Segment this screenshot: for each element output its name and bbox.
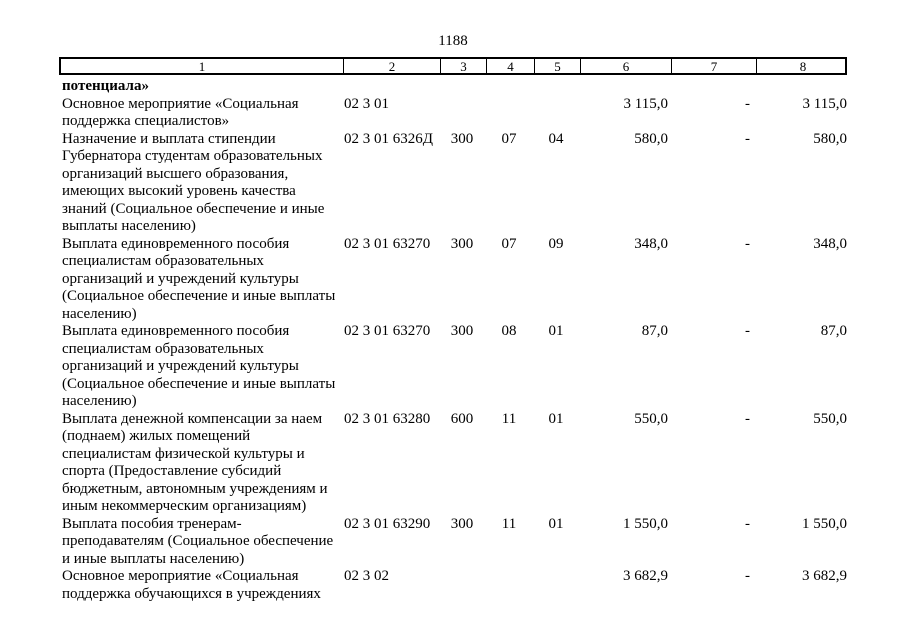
row-expense-type: 300	[450, 235, 474, 252]
table-row: Выплата единовременного пособия специали…	[59, 236, 847, 324]
row-name: Назначение и выплата стипендии Губернато…	[62, 130, 325, 235]
row-subsection: 01	[548, 515, 564, 532]
row-expense-type	[439, 78, 485, 96]
column-header-4: 4	[487, 59, 535, 73]
row-subsection: 01	[548, 410, 564, 427]
row-amount-total: 3 682,9	[623, 568, 668, 584]
row-name: Основное мероприятие «Социальная поддерж…	[62, 95, 299, 130]
table-row: Выплата единовременного пособия специали…	[59, 323, 847, 411]
row-name: Выплата денежной компенсации за наем (по…	[62, 410, 328, 515]
row-name: потенциала»	[62, 78, 149, 94]
row-subsection: 04	[548, 130, 564, 147]
table-row: Назначение и выплата стипендии Губернато…	[59, 131, 847, 236]
row-code: 02 3 02	[344, 568, 389, 584]
row-expense-type: 300	[450, 515, 474, 532]
page-number: 1188	[438, 33, 468, 49]
table-row: Основное мероприятие «Социальная поддерж…	[59, 96, 847, 131]
row-code: 02 3 01 63280	[344, 410, 431, 427]
row-name: Выплата единовременного пособия специали…	[62, 235, 336, 322]
row-amount-change: -	[745, 410, 750, 427]
row-name: Выплата единовременного пособия специали…	[62, 323, 336, 409]
row-subsection: 09	[548, 235, 564, 252]
row-section: 11	[501, 410, 517, 427]
row-amount-change	[670, 78, 755, 96]
row-section	[485, 78, 533, 96]
column-header-3: 3	[441, 59, 487, 73]
row-subsection: 01	[548, 323, 564, 339]
row-amount-final: 3 682,9	[802, 568, 847, 584]
row-code: 02 3 01 63290	[344, 515, 431, 532]
row-expense-type	[439, 96, 485, 131]
column-header-6: 6	[581, 59, 672, 73]
row-section: 07	[501, 235, 517, 252]
row-amount-total	[579, 78, 670, 96]
row-amount-change: -	[745, 515, 750, 532]
row-section: 11	[501, 515, 517, 532]
row-amount-change: -	[745, 323, 750, 339]
row-section	[485, 96, 533, 131]
row-amount-total: 1 550,0	[623, 515, 668, 532]
table-row: потенциала»	[59, 78, 847, 96]
table-body: потенциала» Основное мероприятие «Социаль…	[59, 78, 847, 603]
row-name: Выплата пособия тренерам- преподавателям…	[62, 515, 334, 567]
table-row: Выплата пособия тренерам- преподавателям…	[59, 516, 847, 569]
row-amount-total: 580,0	[634, 130, 668, 147]
table-row: Основное мероприятие «Социальная поддерж…	[59, 568, 847, 603]
row-section	[485, 568, 533, 603]
row-section: 08	[501, 323, 517, 339]
row-amount-total: 3 115,0	[623, 95, 668, 112]
column-header-7: 7	[672, 59, 757, 73]
row-section: 07	[501, 130, 517, 147]
column-header-8: 8	[799, 59, 807, 74]
row-amount-final: 1 550,0	[802, 515, 847, 532]
row-expense-type: 300	[450, 323, 474, 339]
row-amount-final: 348,0	[813, 235, 847, 252]
row-expense-type: 600	[450, 410, 474, 427]
row-code: 02 3 01 63270	[344, 235, 431, 252]
row-amount-change: -	[745, 235, 750, 252]
row-subsection	[533, 78, 579, 96]
row-code: 02 3 01	[344, 95, 389, 112]
row-amount-total: 87,0	[641, 323, 668, 339]
column-header-2: 2	[344, 59, 441, 73]
row-name: Основное мероприятие «Социальная поддерж…	[62, 568, 321, 602]
row-subsection	[533, 568, 579, 603]
row-amount-total: 550,0	[634, 410, 668, 427]
row-expense-type: 300	[450, 130, 474, 147]
column-header-5: 5	[535, 59, 581, 73]
row-code	[342, 78, 439, 96]
row-amount-final: 87,0	[820, 323, 847, 339]
row-amount-final: 3 115,0	[802, 95, 847, 112]
row-amount-total: 348,0	[634, 235, 668, 252]
row-amount-final: 550,0	[813, 410, 847, 427]
row-amount-final	[755, 78, 847, 96]
table-row: Выплата денежной компенсации за наем (по…	[59, 411, 847, 516]
row-subsection	[533, 96, 579, 131]
row-code: 02 3 01 63270	[344, 323, 431, 339]
row-code: 02 3 01 6326Д	[344, 130, 433, 147]
column-header-1: 1	[61, 59, 344, 73]
row-amount-change: -	[745, 568, 750, 584]
row-amount-change: -	[745, 95, 750, 112]
row-amount-change: -	[745, 130, 750, 147]
row-amount-final: 580,0	[813, 130, 847, 147]
row-expense-type	[439, 568, 485, 603]
